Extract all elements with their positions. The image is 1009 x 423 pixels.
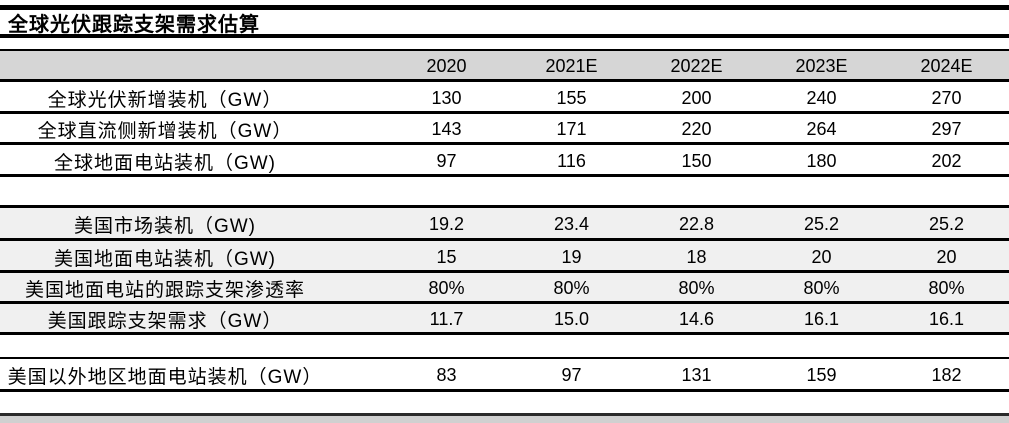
table-row-us-tracker-penetration: 美国地面电站的跟踪支架渗透率 80% 80% 80% 80% 80% (0, 273, 1009, 304)
cell-value: 180 (806, 150, 837, 171)
cell-value: 116 (557, 150, 586, 171)
column-gap (330, 304, 384, 332)
column-gap (330, 145, 384, 174)
table-row-non-us-ground-station-installs: 美国以外地区地面电站装机（GW） 83 97 131 159 182 (0, 359, 1009, 392)
table-row-global-pv-new-installs: 全球光伏新增装机（GW） 130 155 200 240 270 (0, 82, 1009, 114)
cell-value: 97 (561, 365, 582, 385)
table-row-us-tracker-demand: 美国跟踪支架需求（GW） 11.7 15.0 14.6 16.1 16.1 (0, 304, 1009, 335)
cell-value: 20 (936, 246, 957, 267)
column-header-2021e: 2021E (545, 56, 598, 76)
column-gap (330, 359, 384, 389)
cell-value: 202 (931, 150, 962, 171)
cell-value: 297 (931, 119, 962, 139)
column-gap (330, 51, 384, 79)
cell-value: 200 (681, 87, 712, 108)
cell-value: 15.0 (553, 309, 590, 329)
cell-value: 155 (556, 87, 587, 108)
cell-value: 270 (931, 87, 962, 108)
table-header-row: 2020 2021E 2022E 2023E 2024E (0, 49, 1009, 82)
cell-value: 80% (553, 278, 590, 298)
cell-value: 83 (436, 365, 457, 385)
table-title-bar: 全球光伏跟踪支架需求估算 (0, 5, 1009, 38)
cell-value: 171 (556, 119, 587, 139)
cell-value: 240 (806, 87, 837, 108)
table-spacer-row (0, 177, 1009, 208)
column-header-2023e: 2023E (795, 56, 848, 76)
cell-value: 159 (806, 365, 837, 385)
header-label-cell (0, 51, 330, 79)
column-header-2024e: 2024E (920, 56, 973, 76)
cell-value: 16.1 (928, 309, 965, 329)
table-row-us-market-installs: 美国市场装机（GW) 19.2 23.4 22.8 25.2 25.2 (0, 208, 1009, 241)
cell-value: 80% (803, 278, 840, 298)
cell-value: 97 (436, 150, 457, 171)
cell-value: 19.2 (428, 214, 465, 234)
column-header-2022e: 2022E (670, 56, 723, 76)
column-gap (330, 273, 384, 301)
cell-value: 25.2 (803, 214, 840, 234)
row-label: 全球地面电站装机（GW) (53, 152, 277, 174)
row-label: 美国地面电站的跟踪支架渗透率 (24, 280, 305, 301)
table-bottom-gap (0, 392, 1009, 413)
cell-value: 19 (561, 246, 582, 267)
row-label: 美国市场装机（GW) (73, 216, 257, 237)
column-gap (330, 241, 384, 270)
column-gap (330, 208, 384, 238)
cell-value: 14.6 (678, 309, 715, 329)
row-label: 美国跟踪支架需求（GW） (47, 311, 283, 332)
cell-value: 150 (681, 150, 712, 171)
table-spacer-row (0, 335, 1009, 359)
row-label: 美国地面电站装机（GW) (53, 248, 277, 270)
column-gap (330, 114, 384, 142)
cell-value: 11.7 (429, 309, 464, 329)
column-header-2020: 2020 (426, 56, 467, 76)
cell-value: 143 (431, 119, 462, 139)
row-label: 全球光伏新增装机（GW） (47, 89, 283, 111)
cell-value: 18 (686, 246, 707, 267)
cell-value: 23.4 (553, 214, 590, 234)
row-label: 全球直流侧新增装机（GW） (37, 121, 293, 142)
cell-value: 16.1 (803, 309, 840, 329)
table-row-us-ground-station-installs: 美国地面电站装机（GW) 15 19 18 20 20 (0, 241, 1009, 273)
cell-value: 182 (931, 365, 962, 385)
cell-value: 22.8 (678, 214, 715, 234)
cell-value: 20 (811, 246, 832, 267)
cell-value: 264 (806, 119, 837, 139)
cell-value: 25.2 (928, 214, 965, 234)
cell-value: 80% (678, 278, 715, 298)
cell-value: 80% (428, 278, 465, 298)
row-label: 美国以外地区地面电站装机（GW） (7, 367, 323, 388)
title-table-gap (0, 38, 1009, 49)
table-row-global-ground-station-installs: 全球地面电站装机（GW) 97 116 150 180 202 (0, 145, 1009, 177)
cutoff-gray-band (0, 416, 1009, 423)
demand-estimate-table: 2020 2021E 2022E 2023E 2024E 全球光伏新增装机（GW… (0, 49, 1009, 392)
cell-value: 15 (436, 246, 457, 267)
table-row-global-dc-new-installs: 全球直流侧新增装机（GW） 143 171 220 264 297 (0, 114, 1009, 145)
cell-value: 131 (681, 365, 712, 385)
cell-value: 80% (928, 278, 965, 298)
bottom-rule (0, 413, 1009, 416)
column-gap (330, 82, 384, 111)
table-title: 全球光伏跟踪支架需求估算 (8, 13, 260, 36)
cell-value: 220 (681, 119, 712, 139)
cell-value: 130 (431, 87, 462, 108)
